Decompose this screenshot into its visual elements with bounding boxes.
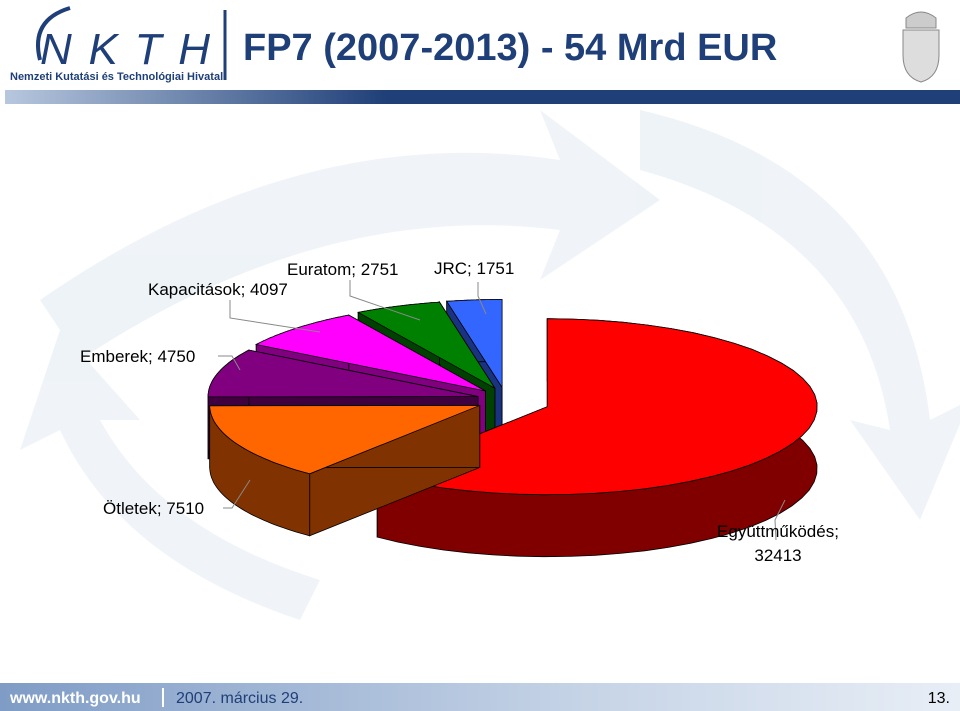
pie-slice bbox=[357, 301, 496, 389]
footer-url: www.nkth.gov.hu bbox=[9, 690, 141, 707]
data-label: Kapacitások; 4097 bbox=[148, 280, 288, 299]
pie-slice bbox=[375, 318, 818, 496]
data-label: Emberek; 4750 bbox=[80, 347, 195, 366]
pie-slice bbox=[445, 299, 503, 389]
footer-bar bbox=[0, 683, 960, 711]
leader-lines bbox=[218, 280, 786, 541]
background-arrows bbox=[20, 110, 960, 620]
page-number: 13. bbox=[928, 690, 950, 707]
logo-subtitle: Nemzeti Kutatási és Technológiai Hivatal bbox=[10, 71, 223, 83]
coat-of-arms bbox=[902, 11, 940, 83]
data-label: Együttműködés; 32413 bbox=[717, 522, 839, 565]
data-label: JRC; 1751 bbox=[434, 259, 514, 278]
slide-title: FP7 (2007-2013) - 54 Mrd EUR bbox=[243, 27, 777, 69]
footer-date: 2007. március 29. bbox=[176, 690, 303, 707]
pie-slice bbox=[207, 349, 479, 398]
data-label: Euratom; 2751 bbox=[287, 260, 399, 279]
data-label: Ötletek; 7510 bbox=[103, 499, 204, 518]
pie-chart bbox=[207, 299, 818, 558]
logo-swoosh bbox=[36, 6, 71, 61]
pie-slice bbox=[209, 405, 480, 475]
header-bar bbox=[5, 90, 960, 104]
